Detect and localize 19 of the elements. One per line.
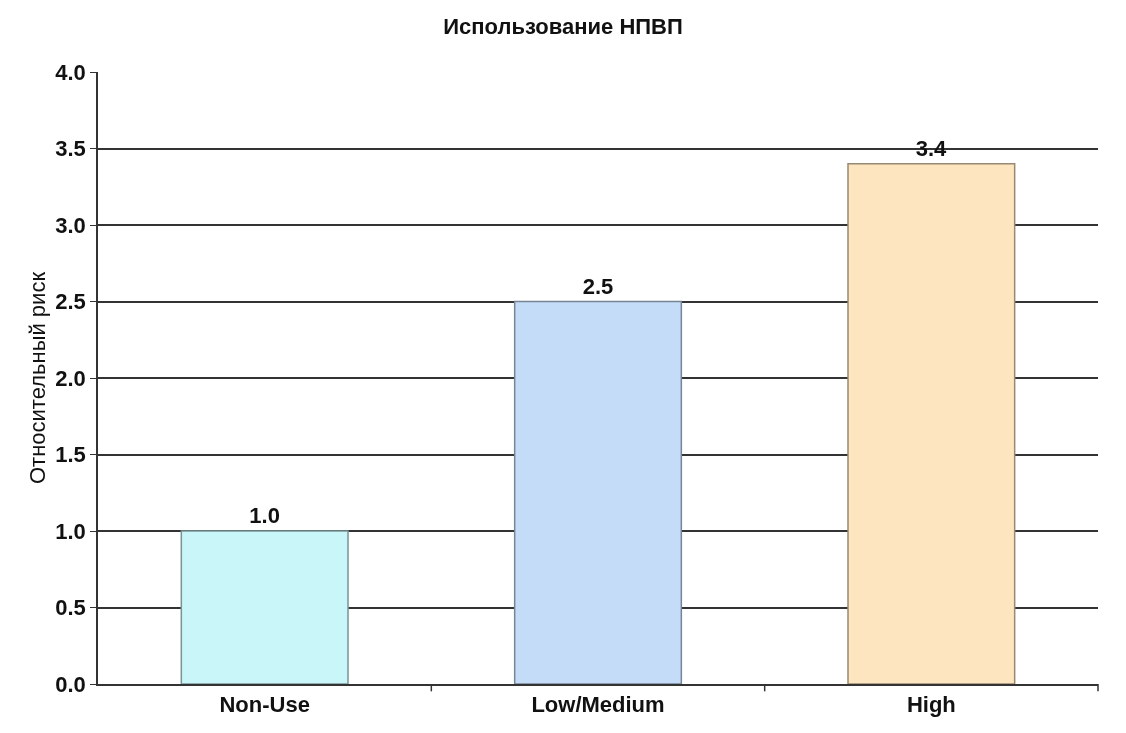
y-tick-label: 3.0: [55, 212, 86, 238]
y-tick-label: 4.0: [55, 59, 86, 85]
y-tick-label: 0.0: [55, 671, 86, 697]
y-tick-label: 3.5: [55, 136, 86, 162]
x-tick-label: Non-Use: [219, 692, 310, 718]
bar: [513, 300, 683, 684]
x-tick-label: Low/Medium: [531, 692, 665, 718]
data-label: 1.0: [249, 503, 280, 528]
y-axis-title: Относительный риск: [24, 271, 50, 485]
bar: [180, 530, 349, 684]
bar: [847, 163, 1016, 684]
y-tick-label: 2.0: [55, 365, 86, 391]
y-tick-label: 1.5: [55, 442, 86, 468]
y-tick-label: 0.5: [55, 595, 86, 621]
x-tick-label: High: [906, 692, 956, 718]
y-tick-label: 1.0: [55, 518, 86, 544]
y-tick-label: 2.5: [55, 289, 86, 315]
chart-title: Использование НПВП: [443, 13, 683, 39]
data-label: 2.5: [582, 273, 614, 299]
